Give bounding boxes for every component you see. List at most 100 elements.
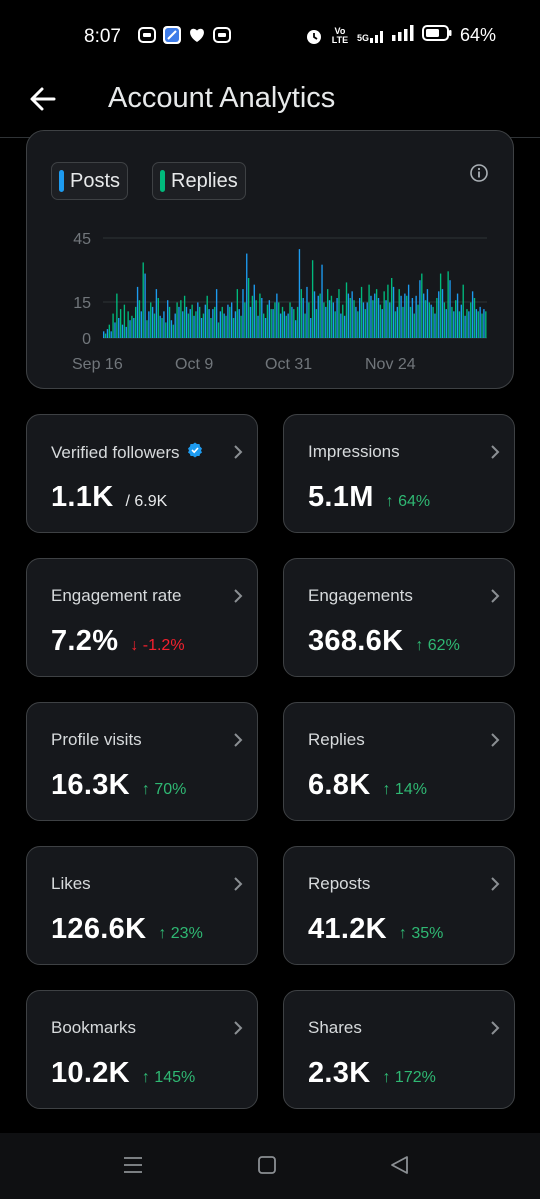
- chart-bar: [385, 300, 387, 338]
- metric-value: 6.8K: [308, 769, 371, 801]
- chart-bar: [360, 286, 363, 338]
- chart-bar: [281, 306, 284, 338]
- chart-bar: [479, 306, 481, 338]
- chart-bar: [398, 289, 400, 338]
- metric-value-row: 1.1K / 6.9K: [51, 481, 167, 514]
- chart-bar: [195, 311, 197, 338]
- chart-bar: [251, 295, 254, 338]
- chart-bar: [342, 304, 344, 338]
- metric-label: Profile visits: [51, 730, 142, 749]
- menu-icon[interactable]: [122, 1155, 146, 1177]
- metric-card-reposts[interactable]: Reposts 41.2K ↑ 35%: [283, 846, 515, 965]
- metric-card-likes[interactable]: Likes 126.6K ↑ 23%: [26, 846, 258, 965]
- status-time: 8:07: [84, 26, 121, 47]
- chart-bar: [387, 284, 389, 338]
- chart-bar: [300, 289, 303, 338]
- chart-bar: [351, 291, 353, 338]
- chart-bar: [319, 293, 321, 338]
- back-triangle-icon[interactable]: [389, 1155, 413, 1177]
- chart-bar: [295, 320, 297, 338]
- chart-bar: [370, 295, 372, 338]
- metric-label: Verified followers: [51, 442, 180, 462]
- chart-bar: [176, 302, 178, 338]
- chart-bar: [133, 318, 135, 338]
- chart-bar: [170, 320, 173, 338]
- metric-value: 16.3K: [51, 769, 130, 801]
- status-bar: 8:07 Vo LTE 5G 64%: [0, 0, 540, 70]
- chart-bar: [159, 315, 161, 338]
- chart-bar: [413, 313, 415, 338]
- chart-bar: [357, 311, 359, 338]
- chart-bar: [394, 311, 397, 338]
- chart-bar: [366, 302, 368, 338]
- chevron-right-icon[interactable]: [488, 588, 502, 604]
- chart-bar: [317, 295, 319, 338]
- chart-bar: [234, 311, 237, 338]
- metric-card-replies[interactable]: Replies 6.8K ↑ 14%: [283, 702, 515, 821]
- chart-bar: [150, 302, 152, 338]
- chart-bar: [485, 311, 487, 338]
- metric-card-engagements[interactable]: Engagements 368.6K ↑ 62%: [283, 558, 515, 677]
- chevron-right-icon[interactable]: [488, 1020, 502, 1036]
- chart-bar: [253, 284, 255, 338]
- chart-bar: [389, 302, 391, 338]
- chart-bar: [161, 318, 163, 338]
- chevron-right-icon[interactable]: [231, 876, 245, 892]
- chevron-right-icon[interactable]: [231, 1020, 245, 1036]
- chart-bar: [334, 311, 336, 338]
- chart-bar: [436, 298, 438, 338]
- chevron-right-icon[interactable]: [231, 732, 245, 748]
- legend-replies-chip[interactable]: Replies: [152, 162, 246, 200]
- chevron-right-icon[interactable]: [231, 588, 245, 604]
- metric-value: 1.1K: [51, 481, 114, 513]
- info-icon[interactable]: [469, 163, 489, 183]
- chart-bar: [127, 311, 129, 338]
- notification-icons: [138, 26, 231, 44]
- chart-bar: [424, 300, 427, 338]
- volte-icon: Vo LTE: [331, 25, 349, 45]
- chart-bar: [343, 315, 346, 338]
- chevron-right-icon[interactable]: [488, 444, 502, 460]
- chart-bar: [421, 273, 423, 338]
- chart-bar: [438, 291, 440, 338]
- metric-label: Engagement rate: [51, 586, 182, 605]
- chevron-right-icon[interactable]: [488, 876, 502, 892]
- y-tick-label: 45: [73, 231, 91, 248]
- chart-bar: [466, 309, 468, 338]
- chart-bar: [125, 326, 127, 338]
- legend-posts-chip[interactable]: Posts: [51, 162, 129, 200]
- metric-card-shares[interactable]: Shares 2.3K ↑ 172%: [283, 990, 515, 1109]
- app-bar: Account Analytics: [0, 70, 540, 138]
- chart-bar: [219, 311, 222, 338]
- x-tick-label: Oct 9: [175, 356, 213, 373]
- metric-card-profile-visits[interactable]: Profile visits 16.3K ↑ 70%: [26, 702, 258, 821]
- chart-bar: [223, 313, 225, 338]
- chart-bar: [206, 295, 208, 338]
- metric-label-row: Reposts: [308, 874, 370, 894]
- chevron-right-icon[interactable]: [488, 732, 502, 748]
- metric-card-impressions[interactable]: Impressions 5.1M ↑ 64%: [283, 414, 515, 533]
- metric-card-bookmarks[interactable]: Bookmarks 10.2K ↑ 145%: [26, 990, 258, 1109]
- chart-bar: [116, 293, 118, 338]
- metric-label: Reposts: [308, 874, 371, 893]
- chart-bar: [214, 306, 216, 338]
- chart-bar: [197, 302, 199, 338]
- chart-bar: [193, 315, 195, 338]
- activity-bar-chart: 45 15 0 Sep 16 Oct 9 Oct 31 Nov 24: [72, 231, 487, 373]
- metric-card-engagement-rate[interactable]: Engagement rate 7.2% ↓ -1.2%: [26, 558, 258, 677]
- metric-card-verified-followers[interactable]: Verified followers 1.1K / 6.9K: [26, 414, 258, 533]
- chart-bar: [283, 311, 286, 338]
- chart-bar: [264, 318, 267, 338]
- home-icon[interactable]: [257, 1155, 281, 1177]
- chart-bar: [259, 293, 261, 338]
- chart-bar: [298, 249, 301, 338]
- chart-bar: [473, 298, 476, 338]
- back-arrow-icon[interactable]: [28, 84, 58, 114]
- replies-color-swatch: [160, 170, 166, 192]
- chart-bar: [377, 298, 380, 338]
- chart-bar: [138, 300, 141, 338]
- chevron-right-icon[interactable]: [231, 444, 245, 460]
- metric-change: ↑ 64%: [385, 493, 431, 510]
- metric-change: ↑ 145%: [141, 1069, 196, 1086]
- chart-bar: [310, 318, 312, 338]
